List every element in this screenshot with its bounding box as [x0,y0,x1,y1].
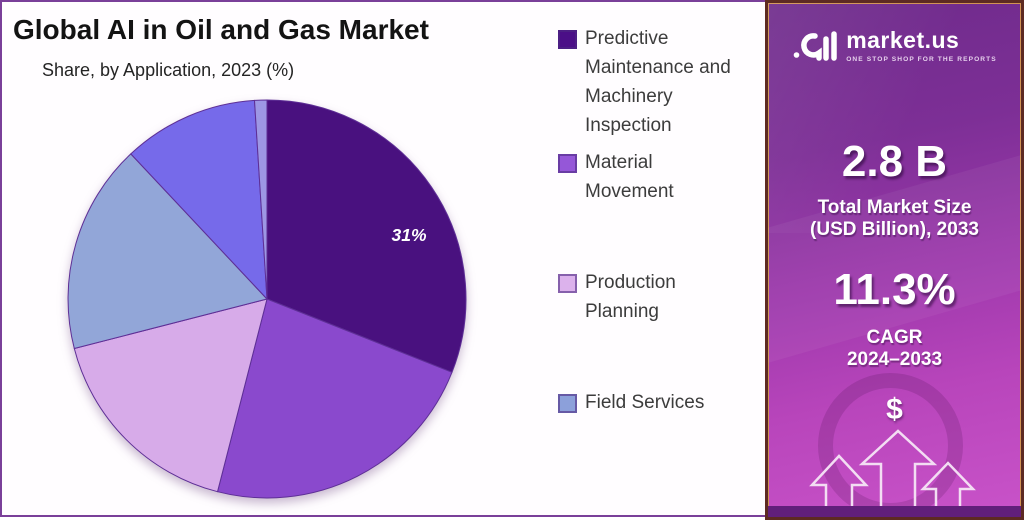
cagr-label-line2: 2024–2033 [846,349,943,370]
chart-legend: Predictive Maintenance and Machinery Ins… [558,2,763,520]
brand-name: market.us [846,27,960,53]
market-us-logo-icon [793,31,837,61]
pie-slice-0 [266,99,467,373]
market-size-label-line1: Total Market Size [817,197,972,218]
legend-item-3: Field Services [558,388,740,417]
cagr-value: 11.3% [833,265,956,314]
pie-slice-1 [217,298,453,499]
legend-swatch-icon [558,30,577,49]
brand-text: market.us ONE STOP SHOP FOR THE REPORTS [846,27,997,63]
legend-label: Predictive Maintenance and Machinery Ins… [585,28,731,136]
market-size-label-line2: (USD Billion), 2033 [810,219,979,240]
legend-item-0: Predictive Maintenance and Machinery Ins… [558,24,740,140]
legend-label: Production Planning [585,272,676,322]
legend-swatch-icon [558,394,577,413]
pie-slice-3 [67,153,268,349]
legend-label: Material Movement [585,152,674,202]
pie-chart: 31% [67,99,467,499]
market-size-value: 2.8 B [841,137,948,186]
brand-header: market.us ONE STOP SHOP FOR THE REPORTS [768,25,1021,65]
pie-slice-2 [73,298,268,493]
growth-arrows-icon [809,429,976,506]
brand-sidebar: market.us ONE STOP SHOP FOR THE REPORTS … [765,0,1024,520]
brand-tagline: ONE STOP SHOP FOR THE REPORTS [846,56,997,63]
legend-label: Field Services [585,392,705,413]
legend-swatch-icon [558,274,577,293]
pie-slice-4 [130,99,268,300]
chart-subtitle: Share, by Application, 2023 (%) [42,60,295,80]
cagr-label: CAGR 2024–2033 [768,327,1021,371]
market-size-label: Total Market Size (USD Billion), 2033 [768,197,1021,241]
sidebar-bottom-strip [768,506,1021,517]
page-title: Global AI in Oil and Gas Market [13,14,429,45]
legend-item-2: Production Planning [558,268,740,326]
legend-swatch-icon [558,154,577,173]
chart-panel: Global AI in Oil and Gas Market Share, b… [0,0,765,517]
dollar-icon: $ [886,393,903,426]
legend-item-1: Material Movement [558,148,740,206]
pie-slice-5 [254,99,268,300]
sidebar-highlight-decoration [768,3,1021,233]
pie-data-label: 31% [391,225,426,245]
cagr-label-line1: CAGR [866,327,923,348]
